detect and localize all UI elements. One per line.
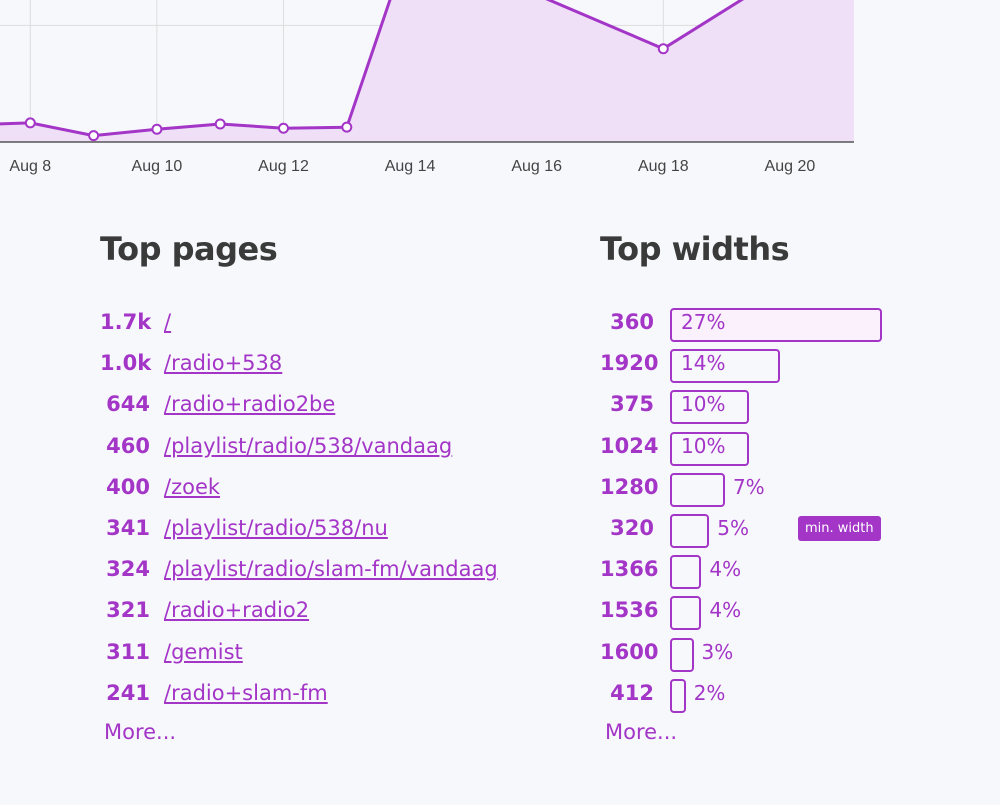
page-path-link[interactable]: /radio+radio2: [164, 598, 310, 623]
width-share-bar: [670, 678, 686, 713]
screen-width-value: 1600: [600, 639, 659, 664]
screen-width-value: 360: [610, 310, 654, 334]
chart-x-tick-label: Aug 18: [638, 158, 689, 175]
width-share-percent: 7%: [732, 474, 765, 499]
width-share-percent: 3%: [701, 639, 734, 664]
screen-width-value: 320: [610, 516, 654, 540]
chart-data-point[interactable]: [278, 122, 289, 134]
screen-width-value: 375: [610, 392, 654, 417]
page-path-link[interactable]: /radio+538: [164, 351, 283, 376]
chart-series-line: [0, 0, 745, 138]
top-width-row: 1280 7%: [600, 472, 940, 508]
chart-data-point[interactable]: [88, 130, 100, 142]
top-widths-more-link[interactable]: More...: [605, 720, 678, 744]
chart-data-point[interactable]: [341, 121, 353, 133]
chart-data-point[interactable]: [151, 123, 163, 135]
top-page-row: 311/gemist: [100, 637, 560, 667]
chart-data-point[interactable]: [214, 118, 226, 130]
top-width-row: 1366 4%: [600, 554, 940, 590]
top-widths-list: 360 27% 1920 14% 375 10% 1024 10% 1280 7% 320 5% 136…: [600, 307, 940, 717]
width-share-bar: [670, 390, 749, 425]
chart-area-fill: [0, 0, 854, 142]
screen-width-value: 1536: [600, 598, 659, 623]
top-width-row: 1536 4%: [600, 595, 940, 631]
page-view-count: 311: [106, 639, 150, 664]
chart-x-tick-label: Aug 20: [765, 158, 816, 175]
top-width-row: 1600 3%: [600, 637, 940, 673]
width-share-percent: 4%: [709, 557, 742, 582]
top-page-row: 241/radio+slam-fm: [100, 678, 560, 708]
top-page-row: 1.7k /: [100, 307, 560, 337]
top-page-row: 324/playlist/radio/slam-fm/vandaag: [100, 554, 560, 584]
top-widths-title: Top widths: [600, 230, 790, 268]
chart-x-tick-label: Aug 16: [511, 158, 562, 175]
screen-width-value: 1366: [600, 557, 659, 582]
width-share-percent: 14%: [681, 351, 726, 376]
top-page-row: 1.0k/radio+538: [100, 348, 560, 378]
page-path-link[interactable]: /radio+slam-fm: [164, 680, 328, 705]
page-view-count: 241: [106, 680, 150, 705]
width-share-bar: [670, 637, 694, 672]
chart-x-tick-label: Aug 14: [385, 158, 436, 175]
width-share-percent: 27%: [681, 310, 726, 334]
width-share-percent: 4%: [709, 598, 742, 623]
width-share-bar: [670, 555, 702, 590]
top-width-row: 1920 14%: [600, 348, 940, 384]
top-pages-list: 1.7k / 1.0k/radio+538 644/radio+radio2be 460…: [100, 307, 560, 717]
page-view-count: 324: [106, 557, 150, 582]
screen-width-value: 412: [610, 680, 654, 705]
width-share-bar: [670, 472, 725, 507]
top-page-row: 460/playlist/radio/538/vandaag: [100, 431, 560, 461]
top-width-row: 375 10%: [600, 389, 940, 425]
chart-x-tick-label: Aug 8: [9, 158, 51, 175]
chart-data-point[interactable]: [24, 117, 36, 129]
top-page-row: 644/radio+radio2be: [100, 389, 560, 419]
chart-x-tick-label: Aug 10: [132, 158, 183, 175]
page-view-count: 400: [106, 474, 150, 499]
screen-width-value: 1024: [600, 433, 659, 458]
screen-width-value: 1920: [600, 351, 659, 376]
page-path-link[interactable]: /playlist/radio/538/vandaag: [164, 433, 453, 458]
top-width-row: 1024 10%: [600, 431, 940, 467]
top-page-row: 321/radio+radio2: [100, 595, 560, 625]
page-view-count: 1.7k: [100, 310, 152, 334]
page-view-count: 460: [106, 433, 150, 458]
screen-width-value: 1280: [600, 474, 659, 499]
top-width-row: 412 2%: [600, 678, 940, 714]
top-page-row: 341/playlist/radio/538/nu: [100, 513, 560, 543]
page-view-count: 644: [106, 392, 150, 417]
width-share-bar: [670, 308, 882, 342]
page-path-link[interactable]: /playlist/radio/538/nu: [164, 516, 388, 540]
width-share-percent: 5%: [717, 516, 749, 540]
page-path-link[interactable]: /zoek: [164, 474, 221, 499]
page-view-count: 1.0k: [100, 351, 152, 376]
page-path-link[interactable]: /gemist: [164, 639, 243, 664]
page-view-count: 341: [106, 516, 150, 540]
width-share-bar: [670, 349, 780, 384]
page-path-link[interactable]: /: [164, 310, 172, 334]
page-view-count: 321: [106, 598, 150, 623]
top-pages-more-link[interactable]: More...: [104, 720, 177, 744]
width-share-percent: 2%: [693, 680, 726, 705]
width-share-bar: [670, 431, 749, 466]
chart-data-point[interactable]: [657, 43, 669, 55]
width-share-bar: [670, 596, 702, 631]
width-share-percent: 10%: [681, 392, 726, 417]
width-share-bar: [670, 514, 710, 548]
top-width-row: 360 27%: [600, 307, 940, 343]
min-width-badge: min. width: [798, 516, 881, 541]
top-pages-title: Top pages: [100, 230, 278, 268]
chart-x-tick-label: Aug 12: [258, 158, 309, 175]
page-path-link[interactable]: /radio+radio2be: [164, 392, 336, 417]
visits-chart: Aug 8 Aug 10 Aug 12 Aug 14 Aug 16 Aug 18 Aug 2…: [0, 0, 854, 175]
top-width-row: 320 5%: [600, 513, 940, 549]
width-share-percent: 10%: [681, 433, 726, 458]
page-path-link[interactable]: /playlist/radio/slam-fm/vandaag: [164, 557, 498, 582]
top-page-row: 400/zoek: [100, 472, 560, 502]
